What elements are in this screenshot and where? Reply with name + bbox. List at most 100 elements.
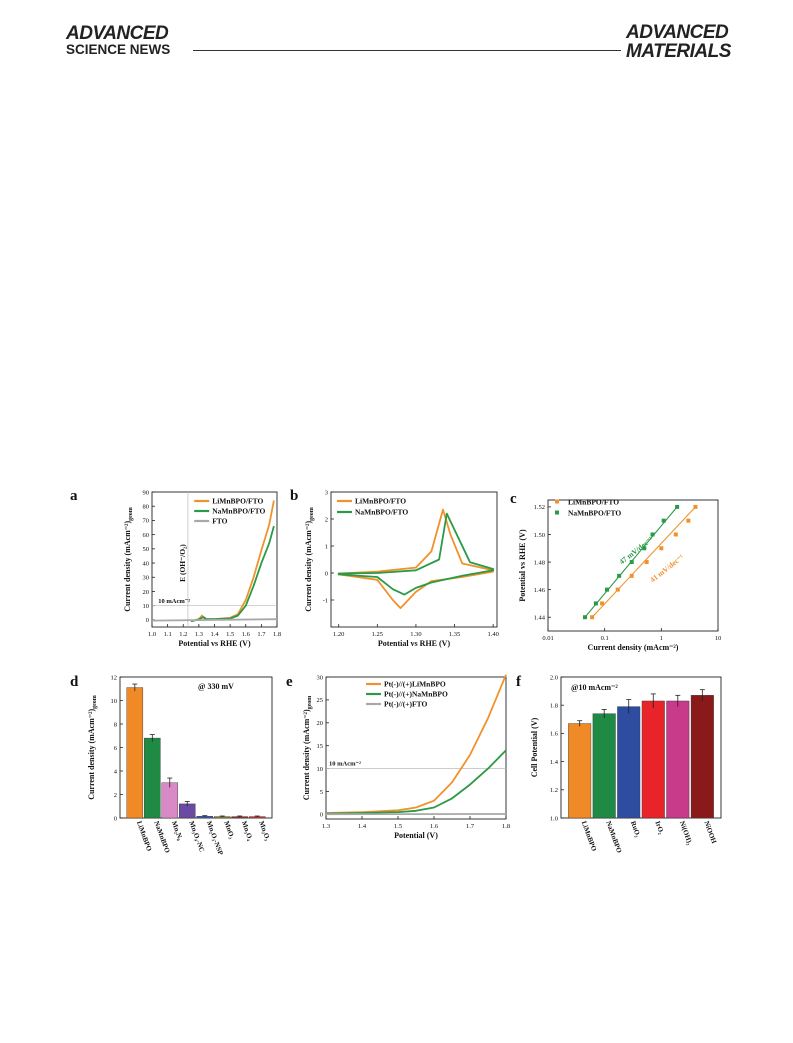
chart-e-ytick-label: 15 [317,743,324,750]
journal-line-2: MATERIALS [626,41,731,62]
chart-c-point-0 [673,532,678,537]
chart-d-category-label-7: Mn₂O₃ [257,820,271,842]
chart-c-xtick-label: 0.1 [601,635,609,642]
chart-a-ytick-label: 70 [143,518,150,525]
chart-b-ytick-label: 2 [325,516,328,523]
chart-e-xtick-label: 1.4 [358,823,367,830]
chart-b-ylabel-sub: geom [309,507,315,521]
chart-e-ytick-label: 20 [317,720,324,727]
chart-e-xtick-label: 1.7 [466,823,475,830]
panel-letter-d: d [70,674,79,690]
chart-a-ylabel: Current density (mAcm⁻²)geom [123,507,134,612]
chart-c-point-1 [617,573,622,578]
chart-d-ytick-label: 2 [114,792,117,799]
chart-f-category-label-5: NiOOH [702,820,718,845]
chart-f-bar-2 [617,706,641,819]
chart-f-bar-1 [592,713,616,819]
chart-c-point-0 [644,560,649,565]
chart-d-ytick-label: 12 [111,674,118,681]
chart-b-ytick-label: 0 [325,570,328,577]
chart-e: 1.3 1.4 1.5 1.6 1.7 1.8 0 5 10 15 20 25 30 10 mAcm⁻² P… [302,674,510,840]
panel-letter-a: a [70,488,78,504]
chart-b-xtick-label: 1.25 [372,631,383,638]
brand-logo-advanced-science-news: ADVANCED SCIENCE NEWS [66,24,170,57]
chart-b-xtick-label: 1.35 [449,631,460,638]
chart-a-ytick-label: 50 [143,546,150,553]
chart-c-point-0 [590,615,595,620]
chart-f-frame [560,676,722,819]
chart-a-series-0 [190,500,275,623]
chart-c-legend-label: LiMnBPO/FTO [568,498,619,507]
chart-c-point-0 [615,587,620,592]
chart-d-ylabel-sub: geom [92,695,98,709]
chart-a-xtick-label: 1.1 [164,631,172,638]
chart-a: 1.0 1.1 1.2 1.3 1.4 1.5 1.6 1.7 1.8 0 10 20 30 40 50 60… [123,489,281,648]
chart-c-fit-0 [591,506,696,618]
chart-e-annotation-10ma: 10 mAcm⁻² [329,761,361,768]
chart-d-bar-1 [144,737,161,819]
chart-f-bar-4 [666,700,690,819]
chart-c-xtick-label: 0.01 [542,635,553,642]
chart-f-bar-0 [568,723,592,819]
chart-c-point-0 [600,601,605,606]
chart-f: 1.0 1.2 1.4 1.6 1.8 2.0 LiMnBPO NaMnBPO RuO₂ IrO₂… [530,674,722,855]
chart-a-ytick-label: 80 [143,504,150,511]
chart-f-category-label-1: NaMnBPO [604,820,623,855]
chart-c-point-1 [661,518,666,523]
chart-d-ytick-label: 6 [114,745,118,752]
chart-e-xtick-label: 1.5 [394,823,402,830]
chart-f-bar-3 [641,700,665,819]
chart-a-xtick-label: 1.2 [179,631,187,638]
chart-d-category-label-6: Mn₃O₄ [240,820,255,843]
chart-d-category-label-3: Mn₃O₄-NC [187,820,206,853]
chart-e-ylabel: Current density (mAcm⁻²)geom [302,696,313,801]
chart-e-xlabel: Potential (V) [394,831,438,840]
panel-letter-c: c [510,491,517,507]
chart-d-ytick-label: 0 [114,815,117,822]
chart-b-xtick-label: 1.30 [410,631,421,638]
chart-b-xtick-label: 1.40 [487,631,498,638]
chart-b-legend-label: LiMnBPO/FTO [355,497,406,506]
chart-d-ytick-label: 10 [111,698,118,705]
chart-a-xlabel: Potential vs RHE (V) [178,639,251,648]
chart-c: 0.01 0.1 1 10 1.44 1.46 1.48 1.50 1.52 47 mV/dec⁻… [518,498,721,653]
chart-d-category-label-1: NaMnBPO [152,820,171,855]
chart-a-ytick-label: 90 [143,489,150,496]
chart-c-ytick-label: 1.44 [534,615,546,622]
chart-e-ytick-label: 0 [320,812,323,819]
panel-letter-e: e [286,674,293,690]
chart-e-ytick-label: 5 [320,789,323,796]
chart-a-ytick-label: 20 [143,589,150,596]
chart-c-frame [547,499,719,632]
chart-f-ytick-label: 1.2 [550,787,558,794]
chart-f-ytick-label: 1.0 [550,815,558,822]
chart-e-ytick-label: 25 [317,697,324,704]
chart-a-xtick-label: 1.6 [242,631,251,638]
chart-c-xtick-label: 10 [715,635,722,642]
chart-a-series-2 [151,618,278,622]
chart-c-point-1 [642,546,647,551]
chart-c-xtick-label: 1 [660,635,663,642]
chart-c-point-1 [650,532,655,537]
chart-e-legend-label: Pt(-)//(+)NaMnBPO [384,690,448,699]
chart-c-point-1 [629,560,634,565]
chart-b-xtick-label: 1.20 [333,631,344,638]
chart-a-xtick-label: 1.3 [195,631,203,638]
chart-d-annotation: @ 330 mV [198,682,234,691]
brand-line-2: SCIENCE NEWS [66,42,171,57]
chart-b: 1.20 1.25 1.30 1.35 1.40 -1 0 1 2 3 LiMnBPO/FTO NaM… [304,489,499,648]
chart-a-xtick-label: 1.0 [148,631,156,638]
chart-a-xtick-label: 1.4 [210,631,219,638]
chart-a-legend-label: FTO [212,517,227,526]
chart-d-category-label-5: MnO₂ [222,820,236,840]
chart-c-xlabel: Current density (mAcm⁻²) [588,643,679,652]
chart-a-ytick-label: 30 [143,575,150,582]
journal-line-1: ADVANCED [626,22,729,43]
chart-d-ylabel: Current density (mAcm⁻²)geom [87,695,98,800]
chart-f-category-label-2: RuO₂ [629,820,642,838]
chart-e-xtick-label: 1.3 [322,823,330,830]
chart-c-point-1 [605,587,610,592]
chart-d-bar-0 [126,687,144,819]
chart-a-ytick-label: 0 [146,617,149,624]
chart-c-legend-marker [555,510,559,515]
